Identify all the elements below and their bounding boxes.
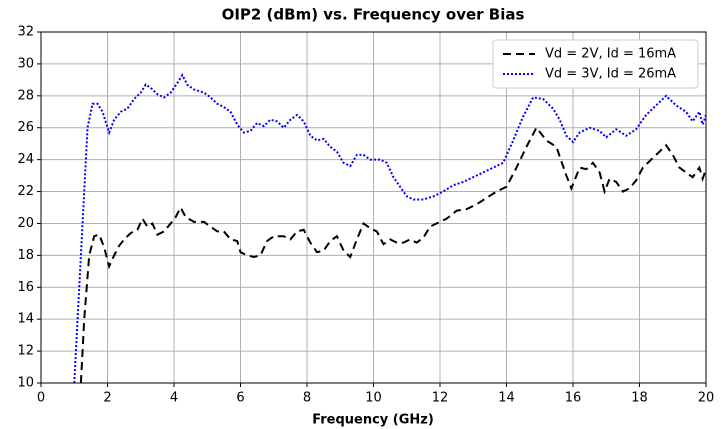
x-tick-label: 16 xyxy=(565,391,582,406)
x-tick-label: 18 xyxy=(631,391,648,406)
y-tick-label: 18 xyxy=(17,248,34,263)
x-tick-label: 20 xyxy=(698,391,715,406)
y-tick-label: 30 xyxy=(17,56,34,71)
y-tick-label: 32 xyxy=(17,25,34,40)
x-tick-label: 10 xyxy=(365,391,382,406)
y-tick-label: 28 xyxy=(17,88,34,103)
y-tick-label: 20 xyxy=(17,216,34,231)
x-tick-label: 14 xyxy=(498,391,515,406)
x-axis-label: Frequency (GHz) xyxy=(312,413,434,428)
x-tick-label: 6 xyxy=(236,391,244,406)
y-tick-label: 16 xyxy=(17,280,34,295)
plot-frame xyxy=(40,31,707,384)
y-tick-label: 14 xyxy=(17,312,34,327)
series-line xyxy=(79,125,706,383)
x-tick-label: 8 xyxy=(303,391,311,406)
series-line xyxy=(73,73,706,383)
chart-title: OIP2 (dBm) vs. Frequency over Bias xyxy=(222,6,525,24)
x-tick-label: 2 xyxy=(103,391,111,406)
y-tick-label: 12 xyxy=(17,344,34,359)
y-tick-label: 10 xyxy=(17,376,34,391)
legend-label: Vd = 2V, Id = 16mA xyxy=(545,47,676,62)
legend-label: Vd = 3V, Id = 26mA xyxy=(545,67,676,82)
y-tick-label: 24 xyxy=(17,152,34,167)
x-tick-label: 0 xyxy=(37,391,45,406)
x-tick-label: 12 xyxy=(432,391,449,406)
y-tick-label: 22 xyxy=(17,184,34,199)
legend-box xyxy=(492,39,699,89)
x-tick-label: 4 xyxy=(170,391,178,406)
y-tick-label: 26 xyxy=(17,120,34,135)
